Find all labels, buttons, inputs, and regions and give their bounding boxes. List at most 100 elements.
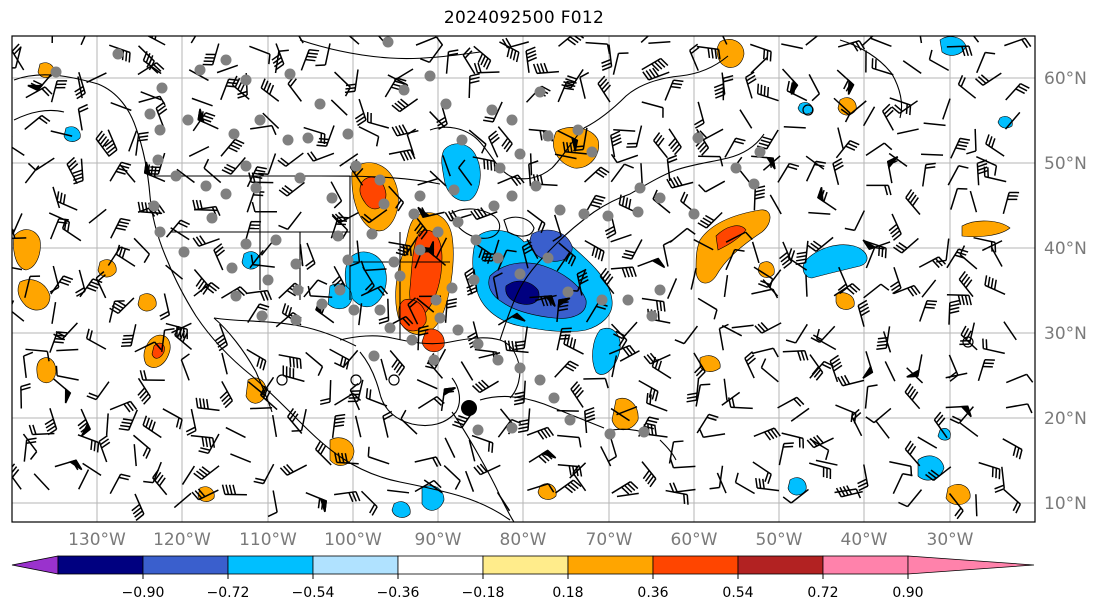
wind-barb: [696, 413, 719, 434]
map-frame: [11, 35, 1036, 523]
wind-barb: [638, 380, 659, 402]
station-dot: [374, 174, 386, 186]
wind-barb: [722, 74, 734, 101]
wind-barb: [721, 324, 743, 337]
station-dot: [542, 130, 554, 142]
wind-barb: [391, 124, 419, 137]
wind-barb: [330, 99, 348, 116]
wind-barb: [698, 155, 724, 167]
wind-barb: [52, 186, 61, 209]
wind-barb: [723, 378, 728, 401]
wind-barb: [348, 36, 360, 45]
station-dot: [254, 114, 266, 126]
wind-barb: [277, 152, 304, 167]
wind-barb: [24, 114, 51, 130]
wind-barb: [698, 427, 726, 439]
wind-barb: [387, 489, 410, 494]
wind-barb: [616, 406, 638, 416]
station-dot: [572, 124, 584, 136]
wind-barb: [871, 58, 894, 76]
wind-barb: [250, 406, 273, 410]
station-dot: [406, 334, 418, 346]
wind-barb: [621, 239, 643, 260]
wind-barb: [888, 152, 908, 167]
wind-barb: [815, 328, 837, 351]
wind-barb: [468, 73, 480, 99]
wind-barb: [23, 437, 37, 462]
wind-barb: [12, 463, 22, 490]
station-dot: [452, 324, 464, 336]
wind-barb: [723, 275, 729, 298]
wind-barb: [366, 112, 390, 129]
colorbar-ticks: [142, 574, 909, 579]
latitude-labels: 60°N 50°N 40°N 30°N 20°N 10°N: [1044, 69, 1087, 514]
wind-barb: [521, 241, 534, 269]
wind-barb: [983, 166, 1007, 183]
wind-barb: [334, 349, 359, 368]
wind-barb: [863, 283, 890, 299]
wind-barb: [721, 36, 728, 45]
wind-barb: [77, 76, 83, 99]
wind-barb: [50, 130, 73, 137]
wind-barb: [610, 163, 634, 183]
wind-barb: [646, 393, 668, 412]
station-dot: [50, 66, 62, 78]
wind-barb: [382, 410, 393, 438]
wind-barb: [960, 325, 978, 351]
wind-barb: [836, 69, 855, 95]
wind-barb: [695, 383, 711, 407]
colorbar-tick-label: 0.18: [552, 585, 583, 601]
wind-barb: [416, 297, 435, 313]
wind-barb: [762, 155, 781, 171]
lon-label: 80°W: [500, 530, 547, 550]
wind-barb: [563, 334, 584, 355]
wind-barb: [829, 354, 843, 383]
station-dot: [748, 178, 760, 190]
wind-barb: [497, 418, 522, 438]
station-dot: [542, 252, 554, 264]
station-dot: [488, 200, 500, 212]
wind-barb: [808, 74, 821, 102]
station-dot: [200, 180, 212, 192]
wind-barb: [697, 297, 718, 320]
wind-barb: [781, 43, 803, 50]
station-dot: [506, 114, 518, 126]
station-dot: [282, 134, 294, 146]
station-dot: [452, 216, 464, 228]
wind-barb: [142, 415, 162, 439]
wind-barb: [306, 151, 335, 162]
wind-barb: [556, 409, 579, 412]
wind-barb: [694, 101, 705, 129]
station-dot: [326, 192, 338, 204]
wind-barb: [815, 459, 838, 466]
wind-barb: [339, 153, 359, 167]
wind-barb: [948, 493, 964, 520]
wind-barb: [473, 463, 501, 476]
wind-barb: [525, 46, 538, 73]
station-dot: [382, 36, 394, 48]
wind-barb: [923, 122, 946, 127]
wind-barbs: [12, 36, 1034, 521]
station-dot: [554, 204, 566, 216]
station-dot: [302, 132, 314, 144]
station-dot: [456, 134, 468, 146]
station-dot: [578, 208, 590, 220]
wind-barb: [215, 323, 229, 352]
wind-barb: [612, 52, 629, 75]
wind-barb: [395, 236, 418, 257]
wind-barb: [443, 465, 461, 490]
colorbar-segment: [567, 555, 654, 575]
wind-barb: [556, 252, 571, 272]
station-dot: [334, 284, 346, 296]
station-dot: [632, 206, 644, 218]
wind-barb: [976, 159, 988, 186]
lon-label: 120°W: [153, 530, 211, 550]
wind-barb: [278, 211, 302, 231]
wind-barb: [790, 407, 810, 422]
station-dot: [230, 290, 242, 302]
wind-barb: [641, 101, 664, 118]
lon-label: 30°W: [927, 530, 974, 550]
wind-barb: [653, 132, 669, 159]
station-dot: [206, 212, 218, 224]
